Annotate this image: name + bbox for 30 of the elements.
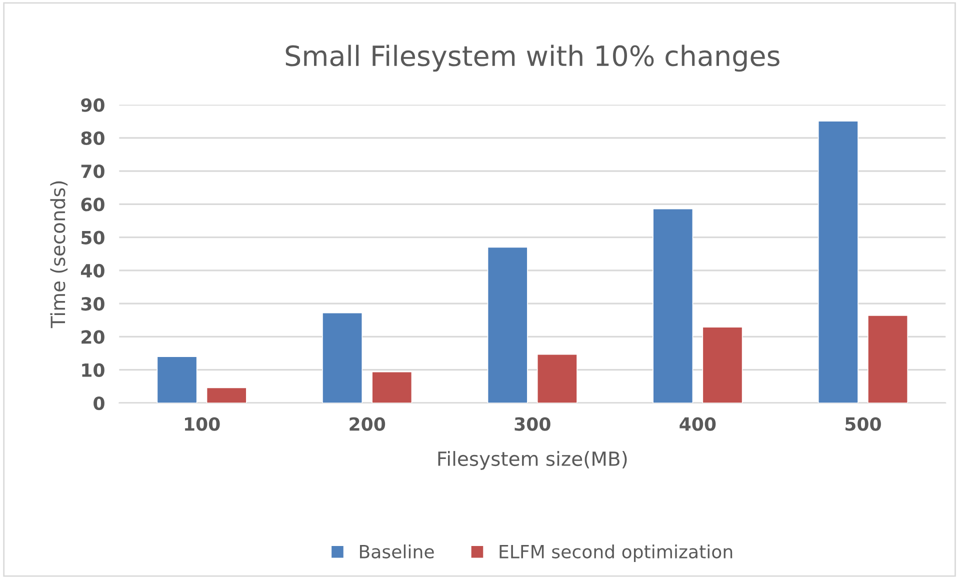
x-tick-label: 500 bbox=[846, 417, 881, 431]
y-axis-title: Time (seconds) bbox=[50, 181, 68, 328]
y-tick-label: 40 bbox=[80, 264, 104, 278]
bar bbox=[372, 371, 412, 403]
chart-title: Small Filesystem with 10% changes bbox=[286, 44, 780, 72]
legend-label: Baseline bbox=[360, 544, 434, 558]
bar bbox=[818, 120, 858, 403]
y-tick-label: 70 bbox=[81, 164, 104, 178]
bar bbox=[652, 208, 694, 403]
y-tick-label: 10 bbox=[82, 363, 104, 377]
bar bbox=[322, 312, 363, 403]
y-tick-label: 90 bbox=[81, 98, 104, 112]
bar bbox=[536, 354, 578, 403]
legend-label: ELFM second optimization bbox=[500, 544, 732, 562]
x-tick-label: 100 bbox=[185, 417, 220, 431]
y-tick-label: 80 bbox=[81, 131, 104, 146]
bar bbox=[868, 315, 908, 403]
y-tick-label: 20 bbox=[82, 330, 104, 344]
x-axis-title: Filesystem size(MB) bbox=[438, 451, 627, 470]
y-tick-label: 50 bbox=[82, 230, 104, 244]
bar bbox=[156, 356, 198, 403]
bar bbox=[487, 246, 528, 403]
x-tick-label: 200 bbox=[350, 417, 386, 431]
x-tick-label: 300 bbox=[514, 417, 550, 431]
x-tick-label: 400 bbox=[680, 417, 716, 431]
bar bbox=[206, 387, 247, 403]
bar bbox=[702, 326, 743, 403]
y-tick-label: 0 bbox=[94, 396, 104, 410]
y-tick-label: 60 bbox=[81, 198, 104, 212]
y-tick-label: 30 bbox=[81, 297, 104, 311]
